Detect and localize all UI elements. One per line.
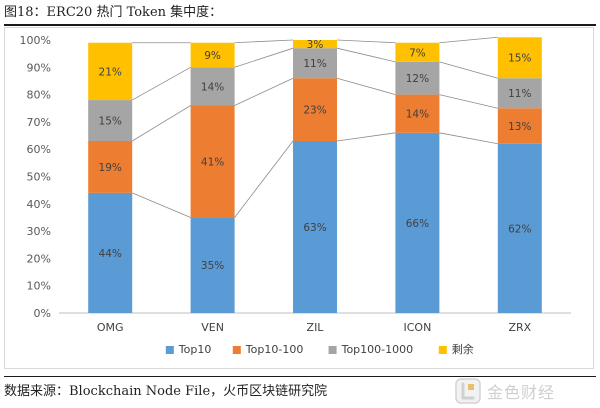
x-tick-label: ICON xyxy=(403,321,431,334)
bar-segment xyxy=(190,105,235,218)
series-connector-line xyxy=(439,132,498,145)
watermark-text: 金色财经 xyxy=(487,383,556,402)
data-label: 23% xyxy=(303,105,326,117)
bar-segment xyxy=(497,143,542,313)
series-connector-line xyxy=(439,36,498,44)
series-connector-line xyxy=(336,39,396,44)
bar-segment xyxy=(190,217,235,313)
bar-segment xyxy=(88,42,133,101)
y-tick-label: 100% xyxy=(20,34,51,47)
bar-segment xyxy=(395,94,440,133)
series-connector-line xyxy=(336,47,396,63)
legend-swatch xyxy=(328,346,337,354)
y-tick-label: 40% xyxy=(27,198,51,211)
bar-segment xyxy=(395,61,440,95)
legend-label: Top10 xyxy=(178,343,212,356)
bar-segment xyxy=(293,78,337,142)
figure-title: 图18：ERC20 热门 Token 集中度： xyxy=(4,5,223,20)
legend-swatch xyxy=(438,346,447,354)
series-connector-line xyxy=(336,77,396,95)
data-label: 11% xyxy=(508,88,531,100)
series-connector-line xyxy=(234,39,294,44)
data-label: 35% xyxy=(201,260,224,272)
data-label: 14% xyxy=(201,81,224,93)
bar-segment xyxy=(88,192,133,313)
y-tick-label: 50% xyxy=(27,171,51,184)
data-label: 13% xyxy=(508,121,531,133)
legend-label: 剩余 xyxy=(452,342,474,356)
series-connector-line xyxy=(132,66,191,101)
data-label: 14% xyxy=(406,109,429,121)
bar-segment xyxy=(293,141,337,313)
data-label: 12% xyxy=(406,73,429,85)
legend-label: Top10-100 xyxy=(245,343,304,356)
series-connector-line xyxy=(132,192,191,218)
x-tick-label: VEN xyxy=(201,321,224,334)
bar-segment xyxy=(497,78,542,109)
data-label: 66% xyxy=(406,218,429,230)
data-label: 41% xyxy=(201,156,224,168)
title-rule xyxy=(4,24,596,26)
data-label: 11% xyxy=(303,58,326,70)
data-label: 15% xyxy=(508,53,531,65)
bar-segment xyxy=(293,40,337,49)
bar-segment xyxy=(88,100,133,142)
y-tick-label: 0% xyxy=(34,307,51,320)
data-label: 62% xyxy=(508,223,531,235)
legend-swatch xyxy=(232,346,241,354)
legend-label: Top100-1000 xyxy=(341,343,414,356)
data-label: 44% xyxy=(99,248,122,260)
data-label: 21% xyxy=(99,66,122,78)
y-tick-label: 70% xyxy=(27,116,51,129)
bar-segment xyxy=(395,132,440,313)
watermark: 金色财经 xyxy=(455,378,555,404)
data-label: 19% xyxy=(99,162,122,174)
data-label: 15% xyxy=(99,116,122,128)
bar-segment xyxy=(293,48,337,79)
y-tick-label: 20% xyxy=(27,252,51,265)
bar-segment xyxy=(497,37,542,79)
source-note: 数据来源：Blockchain Node File，火币区块链研究院 xyxy=(4,384,328,399)
series-connector-line xyxy=(234,140,294,218)
y-tick-label: 80% xyxy=(27,89,51,102)
data-label: 3% xyxy=(307,39,324,51)
bar-segment xyxy=(190,67,235,106)
series-connector-line xyxy=(234,77,294,106)
bar-segment xyxy=(395,42,440,62)
y-tick-label: 60% xyxy=(27,143,51,156)
data-label: 9% xyxy=(204,50,221,62)
series-connector-line xyxy=(336,132,396,142)
data-label: 7% xyxy=(409,47,426,59)
bar-segment xyxy=(190,42,235,68)
x-tick-label: OMG xyxy=(97,321,124,334)
jinse-logo-icon xyxy=(455,378,481,404)
series-connector-line xyxy=(234,47,294,68)
bar-segment xyxy=(497,108,542,144)
footer-rule xyxy=(4,376,596,377)
stacked-bar-chart: 0% 10% 20% 30% 40% 50% 60% 70% 80% 90% 100% 44% 19% 1… xyxy=(20,34,571,356)
data-label: 63% xyxy=(303,222,326,234)
y-tick-label: 10% xyxy=(27,280,51,293)
y-tick-label: 90% xyxy=(27,61,51,74)
series-connector-line xyxy=(131,105,191,142)
chart-frame: 0% 10% 20% 30% 40% 50% 60% 70% 80% 90% 100% 44% 19% 1… xyxy=(4,27,594,369)
legend-swatch xyxy=(165,346,174,354)
series-connector-line xyxy=(439,94,498,109)
y-tick-label: 30% xyxy=(27,225,51,238)
series-connector-line xyxy=(439,61,498,79)
x-tick-label: ZIL xyxy=(307,321,325,334)
x-tick-label: ZRX xyxy=(508,321,531,334)
bar-segment xyxy=(88,141,133,193)
